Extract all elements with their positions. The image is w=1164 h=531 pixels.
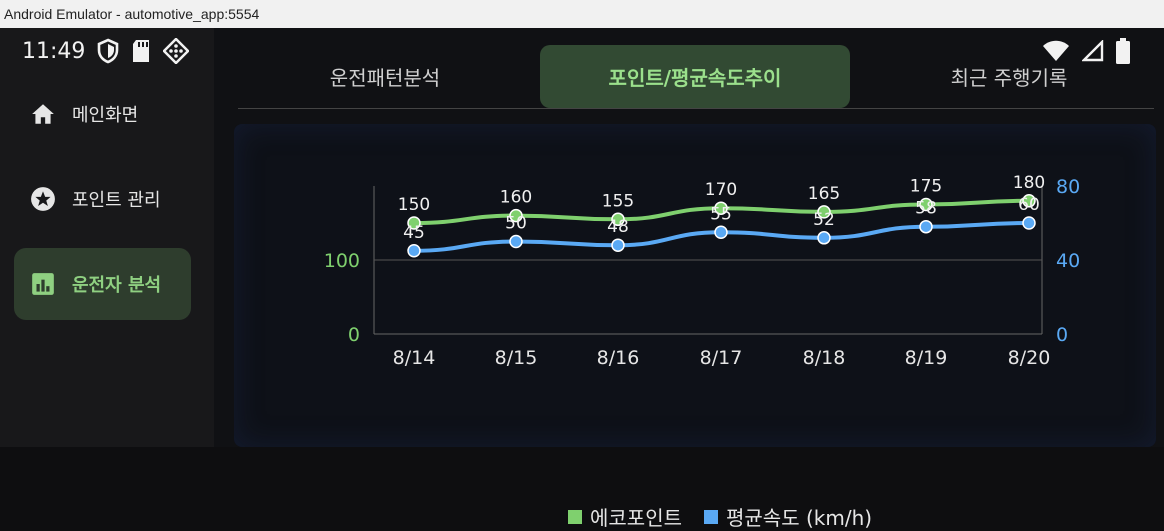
legend-swatch-eco bbox=[568, 509, 582, 524]
x-tick-label: 8/18 bbox=[803, 347, 846, 369]
data-label: 160 bbox=[500, 188, 532, 208]
wifi-icon bbox=[1043, 40, 1069, 61]
tab-points-speed-trend[interactable]: 포인트/평균속도추이 bbox=[540, 45, 850, 108]
left-tick-label: 0 bbox=[348, 324, 360, 346]
data-label: 150 bbox=[398, 195, 430, 215]
sidebar-item-label: 운전자 분석 bbox=[72, 275, 162, 296]
battery-icon bbox=[1116, 38, 1130, 64]
legend-label-speed: 평균속도 (km/h) bbox=[726, 506, 873, 530]
data-point bbox=[817, 205, 831, 219]
tab-label: 최근 주행기록 bbox=[950, 66, 1068, 90]
shield-icon bbox=[98, 38, 119, 64]
data-label: 45 bbox=[403, 223, 425, 243]
data-label: 170 bbox=[705, 180, 737, 200]
sd-card-icon bbox=[133, 40, 150, 62]
data-point bbox=[1022, 194, 1036, 208]
x-tick-label: 8/15 bbox=[495, 347, 538, 369]
trend-chart: 0 100 0 40 80 8/14 8/15 8/16 8/17 8/18 8/19 8/20 150… bbox=[324, 173, 1080, 369]
data-point bbox=[714, 201, 728, 215]
x-tick-label: 8/17 bbox=[700, 347, 743, 369]
data-label: 58 bbox=[915, 199, 937, 219]
data-point bbox=[407, 244, 421, 258]
legend-label-eco: 에코포인트 bbox=[590, 506, 682, 530]
data-label: 180 bbox=[1013, 173, 1045, 193]
left-tick-label: 100 bbox=[324, 250, 360, 272]
sidebar-item-driver-analysis[interactable]: 운전자 분석 bbox=[14, 248, 191, 320]
data-point bbox=[714, 225, 728, 239]
right-tick-label: 0 bbox=[1056, 324, 1068, 346]
cellular-signal-icon bbox=[1082, 40, 1104, 62]
data-point bbox=[407, 216, 421, 230]
data-label: 175 bbox=[910, 177, 942, 197]
data-label: 50 bbox=[505, 214, 527, 234]
status-bar-left: 11:49 bbox=[22, 38, 190, 64]
grid-chip-icon bbox=[163, 38, 190, 64]
data-label: 60 bbox=[1018, 195, 1040, 215]
home-icon bbox=[32, 104, 54, 124]
status-time: 11:49 bbox=[22, 38, 86, 64]
data-point bbox=[611, 238, 625, 252]
chart-card: 0 100 0 40 80 8/14 8/15 8/16 8/17 8/18 8/19 8/20 150… bbox=[234, 124, 1156, 530]
data-label: 165 bbox=[808, 184, 840, 204]
star-icon bbox=[31, 187, 55, 211]
sidebar-item-label: 포인트 관리 bbox=[72, 190, 161, 211]
sidebar: 11:49 메인화면 포인트 관리 bbox=[0, 28, 214, 447]
data-point bbox=[919, 197, 933, 212]
main-panel: 운전패턴분석 포인트/평균속도추이 최근 주행기록 0 100 0 40 80 8/14 8… bbox=[214, 28, 1164, 530]
x-tick-label: 8/19 bbox=[905, 347, 948, 369]
tab-divider bbox=[238, 108, 1154, 109]
data-label: 52 bbox=[813, 210, 835, 230]
legend-swatch-speed bbox=[704, 509, 718, 524]
status-bar-right bbox=[1042, 38, 1130, 64]
data-label: 48 bbox=[607, 217, 629, 237]
sidebar-item-label: 메인화면 bbox=[72, 105, 139, 126]
window-title: Android Emulator - automotive_app:5554 bbox=[0, 0, 1164, 28]
chart-legend: 에코포인트 평균속도 (km/h) bbox=[568, 502, 872, 531]
data-point bbox=[817, 231, 831, 245]
data-point bbox=[611, 212, 625, 227]
x-tick-label: 8/20 bbox=[1008, 347, 1051, 369]
x-tick-label: 8/16 bbox=[597, 347, 640, 369]
tab-label: 운전패턴분석 bbox=[329, 66, 441, 90]
sidebar-item-points[interactable]: 포인트 관리 bbox=[14, 163, 191, 235]
right-tick-label: 80 bbox=[1056, 176, 1080, 198]
data-label: 155 bbox=[602, 191, 634, 211]
sidebar-item-main[interactable]: 메인화면 bbox=[14, 78, 191, 150]
right-tick-label: 40 bbox=[1056, 250, 1080, 272]
tab-recent-trips[interactable]: 최근 주행기록 bbox=[864, 45, 1154, 108]
data-point bbox=[509, 234, 523, 249]
bar-chart-icon bbox=[32, 273, 54, 295]
x-tick-label: 8/14 bbox=[393, 347, 436, 369]
data-label: 55 bbox=[710, 204, 732, 224]
data-point bbox=[919, 219, 933, 234]
data-point bbox=[1022, 216, 1036, 230]
tab-label: 포인트/평균속도추이 bbox=[608, 66, 782, 90]
data-point bbox=[509, 208, 523, 223]
tab-driving-pattern[interactable]: 운전패턴분석 bbox=[238, 45, 532, 108]
